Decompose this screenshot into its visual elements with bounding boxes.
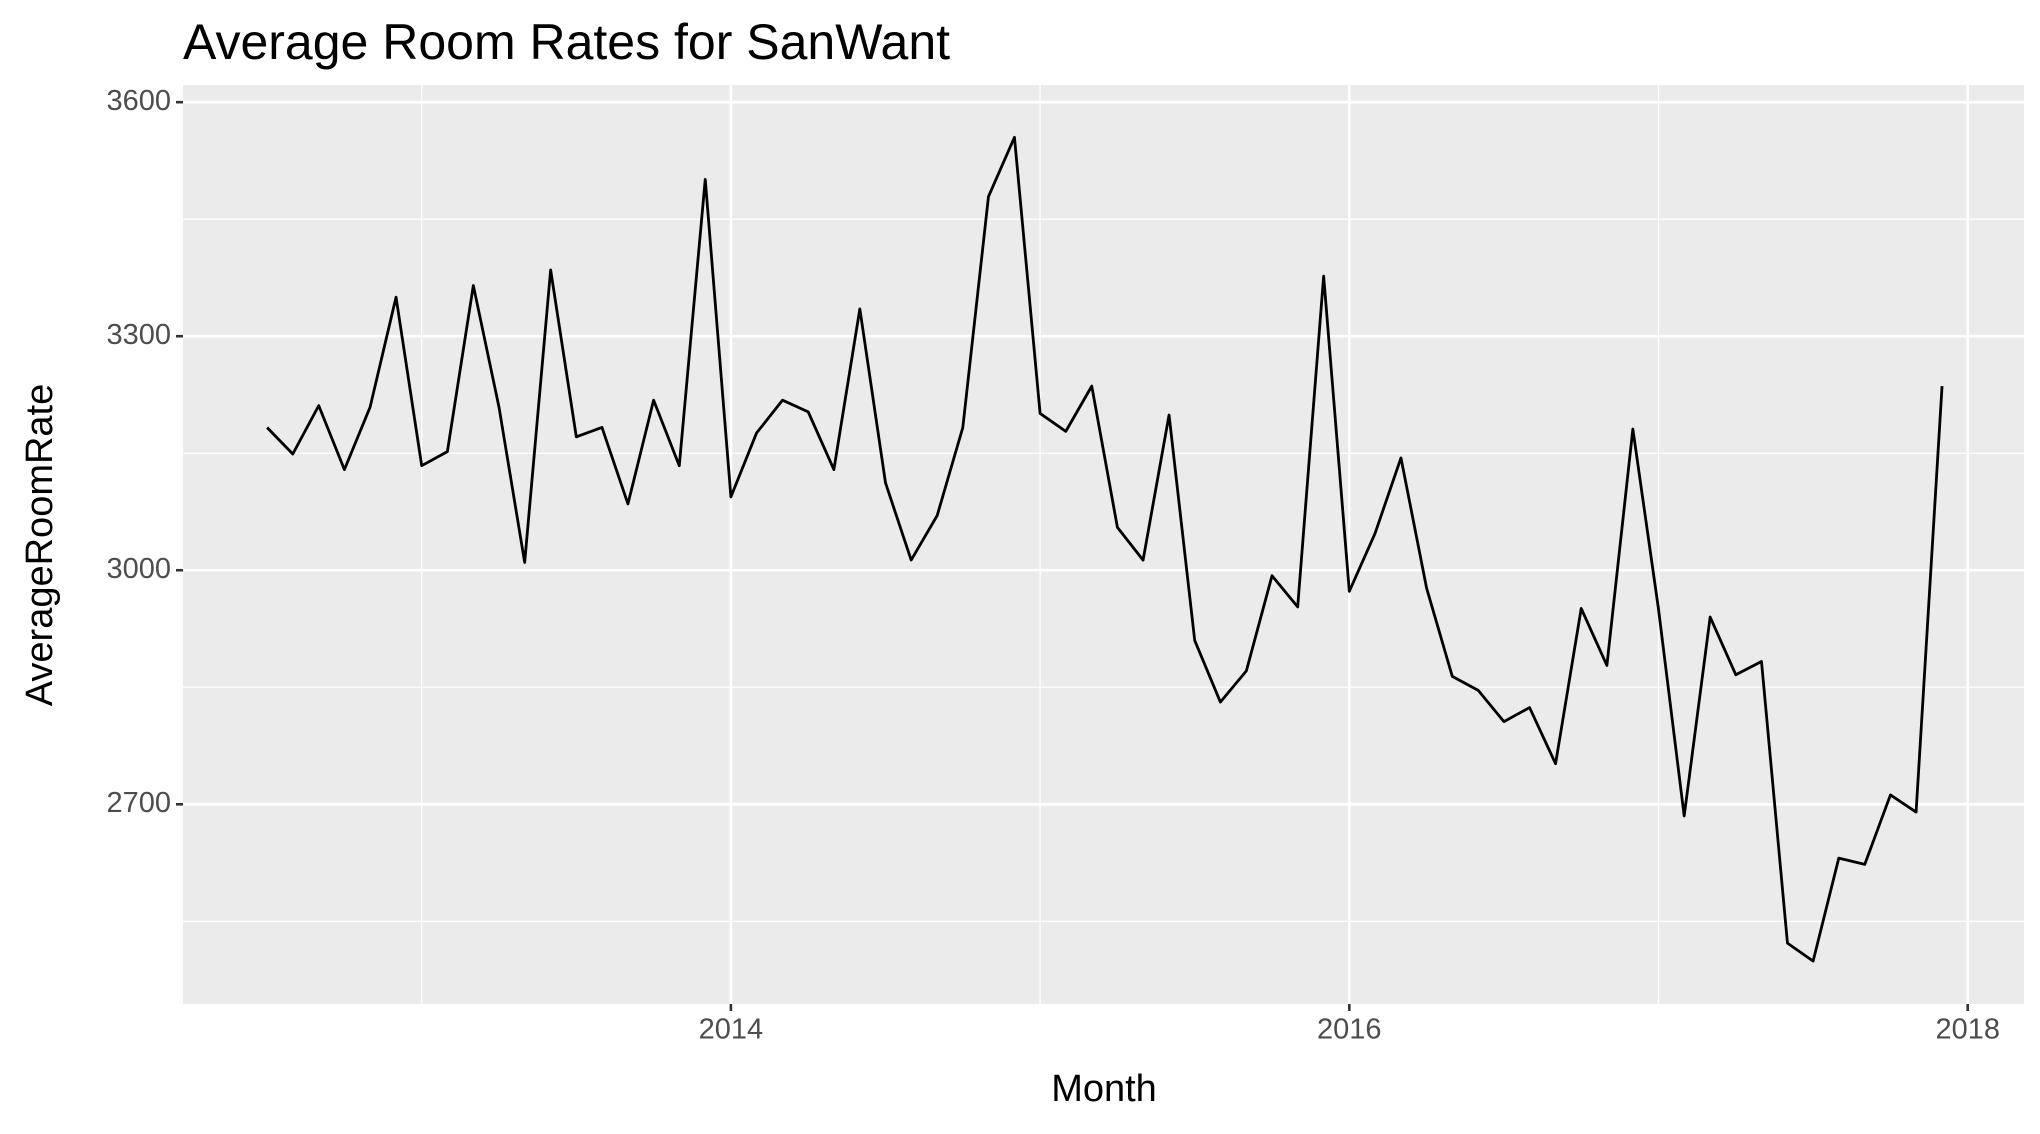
chart-title: Average Room Rates for SanWant [183,14,950,70]
x-axis-title: Month [1051,1068,1157,1110]
x-tick-label: 2014 [699,1014,764,1046]
y-tick-label: 3000 [106,553,171,585]
y-tick-label: 3300 [106,319,171,351]
y-tick-label: 3600 [106,85,171,117]
x-tick-label: 2018 [1935,1014,2000,1046]
y-tick-label: 2700 [106,787,171,819]
line-series [266,135,1944,963]
plot-panel [183,85,2024,1004]
x-tick-label: 2016 [1317,1014,1382,1046]
y-axis-title: AverageRoomRate [19,384,61,706]
